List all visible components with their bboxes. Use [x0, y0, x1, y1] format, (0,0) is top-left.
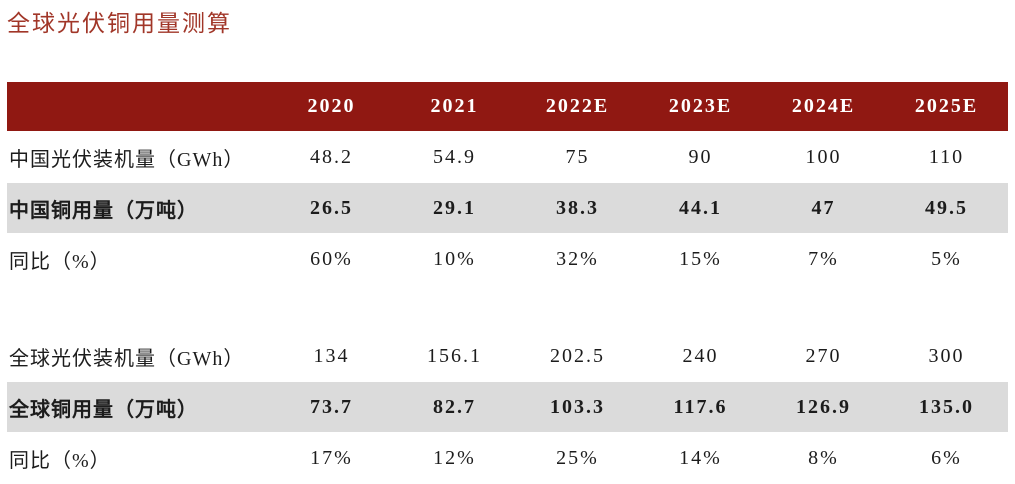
- row-label: 同比（%）: [9, 250, 111, 273]
- row-value: 134: [313, 344, 350, 367]
- header-cell-year: 2025E: [885, 82, 1008, 131]
- table-row: 中国光伏装机量（GWh） 48.2 54.9 75 90 100 110: [7, 131, 1008, 183]
- row-value: 5%: [931, 247, 962, 270]
- row-label: 中国铜用量（万吨）: [7, 183, 270, 233]
- row-value: 73.7: [270, 382, 393, 432]
- row-value: 48.2: [310, 145, 353, 168]
- row-value: 103.3: [516, 382, 639, 432]
- row-value: 300: [928, 344, 965, 367]
- row-value: 75: [565, 145, 590, 168]
- row-value: 126.9: [762, 382, 885, 432]
- table-row: 全球光伏装机量（GWh） 134 156.1 202.5 240 270 300: [7, 330, 1008, 382]
- row-label: 同比（%）: [9, 449, 111, 472]
- pv-copper-usage-table: 2020 2021 2022E 2023E 2024E 2025E 中国光伏装机量（GWh…: [7, 82, 1008, 484]
- row-label: 全球光伏装机量（GWh）: [9, 347, 245, 370]
- row-value: 47: [762, 183, 885, 233]
- header-cell-year: 2021: [393, 82, 516, 131]
- row-value: 26.5: [270, 183, 393, 233]
- row-value: 90: [688, 145, 713, 168]
- row-value: 110: [928, 145, 965, 168]
- row-label: 中国光伏装机量（GWh）: [9, 148, 245, 171]
- row-value: 202.5: [550, 344, 605, 367]
- row-value: 14%: [679, 446, 722, 469]
- row-value: 7%: [808, 247, 839, 270]
- header-cell-year: 2022E: [516, 82, 639, 131]
- row-value: 25%: [556, 446, 599, 469]
- row-value: 270: [805, 344, 842, 367]
- row-value: 117.6: [639, 382, 762, 432]
- row-value: 135.0: [885, 382, 1008, 432]
- table-body: 中国光伏装机量（GWh） 48.2 54.9 75 90 100 110 中国铜用量（万吨） 2…: [7, 131, 1008, 484]
- row-value: 156.1: [427, 344, 482, 367]
- table-row: 中国铜用量（万吨） 26.5 29.1 38.3 44.1 47 49.5: [7, 183, 1008, 233]
- row-value: 44.1: [639, 183, 762, 233]
- table-spacer-row: [7, 285, 1008, 330]
- row-value: 32%: [556, 247, 599, 270]
- table-header: 2020 2021 2022E 2023E 2024E 2025E: [7, 82, 1008, 131]
- row-value: 10%: [433, 247, 476, 270]
- row-value: [270, 285, 393, 330]
- table-row: 全球铜用量（万吨） 73.7 82.7 103.3 117.6 126.9 135.0: [7, 382, 1008, 432]
- row-label: [7, 285, 270, 330]
- header-cell-year: 2023E: [639, 82, 762, 131]
- row-value: 8%: [808, 446, 839, 469]
- row-value: 49.5: [885, 183, 1008, 233]
- row-value: 38.3: [516, 183, 639, 233]
- row-value: 82.7: [393, 382, 516, 432]
- row-value: 17%: [310, 446, 353, 469]
- header-cell-label: [7, 82, 270, 131]
- header-cell-year: 2020: [270, 82, 393, 131]
- row-value: 100: [805, 145, 842, 168]
- row-value: [393, 285, 516, 330]
- table-header-row: 2020 2021 2022E 2023E 2024E 2025E: [7, 82, 1008, 131]
- row-label: 全球铜用量（万吨）: [7, 382, 270, 432]
- row-value: 54.9: [433, 145, 476, 168]
- page-title: 全球光伏铜用量测算: [7, 11, 232, 36]
- table-row: 同比（%） 60% 10% 32% 15% 7% 5%: [7, 233, 1008, 285]
- row-value: 15%: [679, 247, 722, 270]
- row-value: [516, 285, 639, 330]
- row-value: [639, 285, 762, 330]
- row-value: 12%: [433, 446, 476, 469]
- row-value: 29.1: [393, 183, 516, 233]
- row-value: [762, 285, 885, 330]
- header-cell-year: 2024E: [762, 82, 885, 131]
- row-value: 6%: [931, 446, 962, 469]
- row-value: 240: [682, 344, 719, 367]
- table-row: 同比（%） 17% 12% 25% 14% 8% 6%: [7, 432, 1008, 484]
- row-value: [885, 285, 1008, 330]
- row-value: 60%: [310, 247, 353, 270]
